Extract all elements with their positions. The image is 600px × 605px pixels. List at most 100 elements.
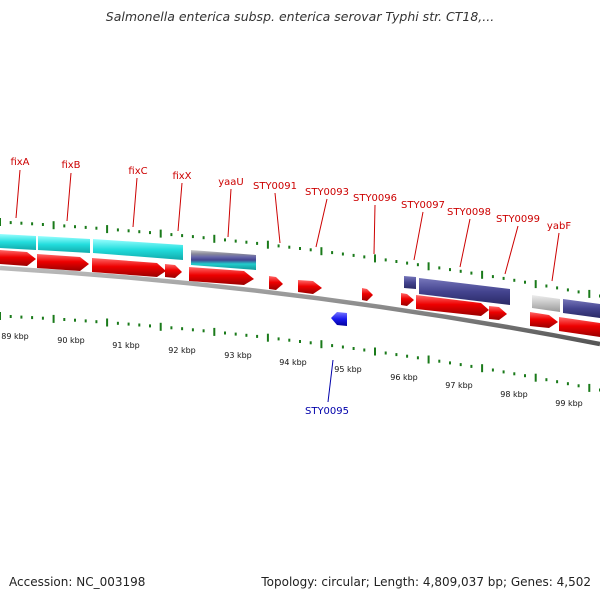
inner-tick-2	[20, 315, 23, 319]
gene-label-fixB[interactable]: fixB	[61, 160, 80, 171]
ruler-label-97: 97 kbp	[445, 381, 473, 390]
feature-block-fixA[interactable]	[0, 234, 36, 250]
inner-tick-16	[170, 326, 173, 330]
inner-tick-36	[384, 351, 387, 355]
cds-arrow-sty0095[interactable]	[331, 312, 347, 326]
outer-tick-34	[363, 255, 366, 259]
inner-tick-8	[84, 319, 87, 323]
inner-tick-21	[224, 331, 226, 335]
inner-tick-22	[234, 332, 237, 336]
cds-track-forward	[0, 250, 600, 337]
feature-block-fixB[interactable]	[38, 236, 90, 253]
inner-tick-37	[395, 353, 398, 357]
ruler-label-99: 99 kbp	[555, 399, 583, 408]
cds-track-reverse	[331, 312, 347, 326]
inner-tick-0	[0, 312, 1, 320]
ruler-labels: 89 kbp 90 kbp 91 kbp 92 kbp 93 kbp 94 kb…	[1, 332, 583, 408]
inner-tick-39	[416, 356, 419, 360]
outer-tick-36	[384, 258, 387, 262]
cds-arrow-yabF-b[interactable]	[559, 317, 600, 337]
outer-tick-37	[395, 260, 398, 263]
outer-tick-39	[416, 263, 419, 267]
inner-tick-15	[159, 322, 162, 331]
leader-fixC	[132, 177, 138, 228]
outer-tick-4	[41, 223, 44, 226]
inner-tick-44	[470, 364, 473, 368]
gene-label-sty0098[interactable]: STY0098	[447, 207, 491, 218]
inner-tick-31	[331, 344, 334, 348]
outer-tick-1	[9, 221, 12, 225]
feature-block-grey[interactable]	[532, 295, 560, 312]
outer-tick-8	[84, 225, 87, 229]
inner-tick-1	[9, 315, 12, 318]
ruler-label-93: 93 kbp	[224, 351, 252, 360]
outer-tick-35	[374, 254, 376, 263]
ruler-label-96: 96 kbp	[390, 373, 418, 382]
leader-fixB	[66, 172, 72, 222]
inner-tick-38	[406, 354, 409, 358]
feature-block-sty0097[interactable]	[419, 278, 510, 305]
cds-arrow-sty0097[interactable]	[401, 293, 414, 306]
cds-arrow-yabF-a[interactable]	[530, 312, 558, 328]
outer-tick-25	[266, 240, 269, 249]
inner-tick-41	[438, 359, 441, 363]
cds-arrow-sty0093[interactable]	[298, 280, 322, 294]
gene-label-sty0091[interactable]: STY0091	[253, 181, 297, 192]
cds-arrow-fixB[interactable]	[37, 254, 89, 271]
inner-tick-9	[95, 320, 98, 324]
outer-tick-29	[309, 248, 312, 252]
gene-label-fixC[interactable]: fixC	[128, 166, 147, 177]
cds-arrow-sty0091[interactable]	[269, 276, 283, 290]
cds-arrow-fixC[interactable]	[92, 258, 166, 277]
outer-tick-30	[320, 247, 323, 256]
inner-tick-32	[341, 345, 344, 349]
cds-arrow-fixX[interactable]	[165, 264, 182, 278]
inner-tick-45	[481, 364, 484, 373]
gene-label-sty0093[interactable]: STY0093	[305, 187, 349, 198]
cds-arrow-yaaU[interactable]	[189, 267, 254, 285]
outer-tick-21	[224, 238, 226, 242]
gene-label-yaaU[interactable]: yaaU	[218, 177, 244, 188]
gene-label-sty0096[interactable]: STY0096	[353, 193, 397, 204]
inner-tick-6	[63, 318, 66, 321]
outer-tick-24	[256, 241, 259, 245]
outer-tick-12	[127, 229, 130, 233]
outer-tick-11	[116, 228, 119, 232]
outer-tick-49	[524, 280, 526, 284]
outer-tick-22	[234, 239, 237, 243]
outer-tick-6	[63, 224, 66, 228]
inner-tick-43	[459, 363, 462, 367]
outer-tick-48	[513, 278, 516, 282]
gene-label-sty0095[interactable]: STY0095	[305, 406, 349, 417]
inner-tick-14	[149, 324, 151, 328]
gene-label-sty0097[interactable]: STY0097	[401, 200, 445, 211]
outer-tick-5	[52, 221, 55, 230]
cds-arrow-sty0099[interactable]	[489, 306, 507, 320]
leader-yabF	[551, 232, 560, 282]
genome-backbone	[0, 265, 600, 347]
outer-tick-52	[556, 286, 559, 290]
inner-tick-53	[566, 382, 569, 386]
outer-tick-16	[170, 233, 173, 237]
cds-arrow-sty0096[interactable]	[362, 288, 373, 301]
cds-arrow-sty0098[interactable]	[416, 295, 489, 316]
inner-tick-54	[577, 384, 580, 388]
outer-tick-38	[406, 261, 409, 265]
feature-block-yaaU[interactable]	[191, 250, 256, 270]
cds-arrow-fixA[interactable]	[0, 250, 36, 266]
outer-tick-2	[20, 221, 23, 225]
gene-label-yabF[interactable]: yabF	[547, 221, 571, 232]
gene-label-fixA[interactable]: fixA	[10, 157, 29, 168]
feature-block-sty0096[interactable]	[404, 276, 416, 289]
gene-label-fixX[interactable]: fixX	[172, 171, 191, 182]
inner-tick-marks	[0, 312, 600, 392]
feature-track-upper	[0, 234, 600, 318]
ruler-label-98: 98 kbp	[500, 390, 528, 399]
outer-tick-9	[95, 226, 98, 230]
outer-tick-marks	[0, 218, 600, 298]
gene-label-sty0099[interactable]: STY0099	[496, 214, 540, 225]
feature-block-yabF[interactable]	[563, 299, 600, 318]
feature-block-fixC[interactable]	[93, 239, 183, 260]
inner-tick-12	[127, 322, 130, 326]
ruler-label-95: 95 kbp	[334, 365, 362, 374]
